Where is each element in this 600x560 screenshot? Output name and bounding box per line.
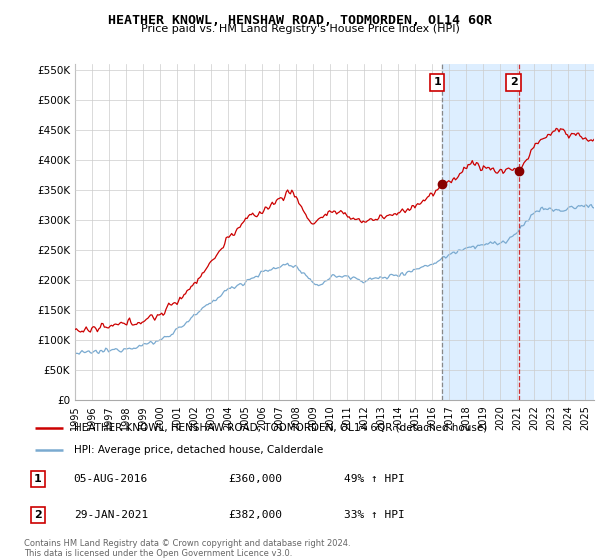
Text: HEATHER KNOWL, HENSHAW ROAD, TODMORDEN, OL14 6QR: HEATHER KNOWL, HENSHAW ROAD, TODMORDEN, …: [108, 14, 492, 27]
Text: 2: 2: [510, 77, 518, 87]
Text: Contains HM Land Registry data © Crown copyright and database right 2024.
This d: Contains HM Land Registry data © Crown c…: [24, 539, 350, 558]
Text: 1: 1: [34, 474, 41, 484]
Text: 2: 2: [34, 510, 41, 520]
Text: HEATHER KNOWL, HENSHAW ROAD, TODMORDEN, OL14 6QR (detached house): HEATHER KNOWL, HENSHAW ROAD, TODMORDEN, …: [74, 423, 487, 433]
Text: Price paid vs. HM Land Registry's House Price Index (HPI): Price paid vs. HM Land Registry's House …: [140, 24, 460, 34]
Text: £360,000: £360,000: [228, 474, 282, 484]
Text: 49% ↑ HPI: 49% ↑ HPI: [344, 474, 405, 484]
Text: 33% ↑ HPI: 33% ↑ HPI: [344, 510, 405, 520]
Text: HPI: Average price, detached house, Calderdale: HPI: Average price, detached house, Cald…: [74, 445, 323, 455]
Bar: [442, 64, 594, 400]
Text: 29-JAN-2021: 29-JAN-2021: [74, 510, 148, 520]
Text: 1: 1: [433, 77, 441, 87]
Text: £382,000: £382,000: [228, 510, 282, 520]
Text: 05-AUG-2016: 05-AUG-2016: [74, 474, 148, 484]
